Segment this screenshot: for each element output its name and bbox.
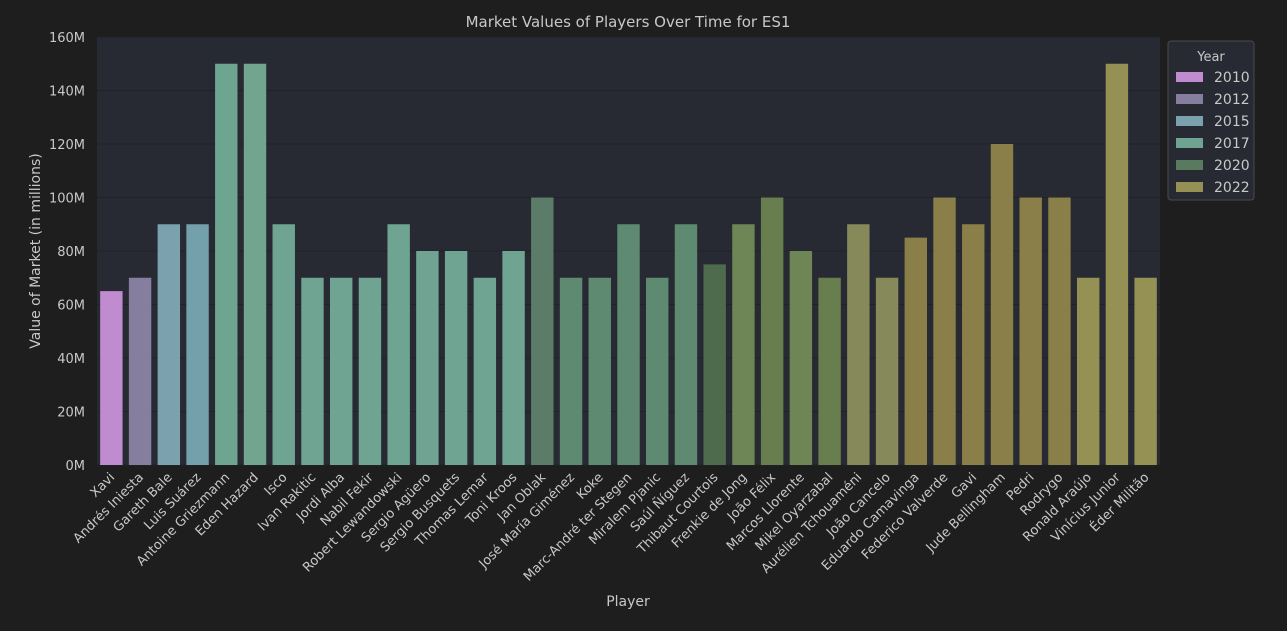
y-tick-label: 120M	[49, 138, 85, 153]
bar	[272, 224, 295, 465]
bar	[502, 251, 525, 465]
legend-label: 2015	[1214, 114, 1250, 130]
bar	[329, 277, 353, 465]
y-tick-label: 160M	[49, 31, 85, 46]
bar	[760, 197, 784, 465]
y-axis-ticks: 0M 20M 40M 60M 80M 100M 120M 140M 160M	[49, 31, 85, 474]
bar	[157, 224, 181, 465]
bar	[703, 264, 726, 465]
bar	[588, 277, 611, 465]
legend-label: 2020	[1214, 158, 1250, 174]
legend-title: Year	[1196, 50, 1225, 65]
bars-group	[100, 63, 1157, 465]
bar	[358, 277, 382, 465]
bar	[444, 251, 468, 465]
bar	[1048, 197, 1071, 465]
bar	[301, 277, 324, 465]
legend-swatch	[1176, 160, 1203, 170]
legend-swatch	[1176, 116, 1203, 126]
legend-items: 2010 2012 2015 2017 2020 2022	[1176, 70, 1250, 196]
legend-swatch	[1176, 138, 1203, 148]
bar	[387, 224, 410, 465]
y-tick-label: 40M	[57, 352, 85, 367]
bar	[1105, 63, 1129, 465]
chart-title: Market Values of Players Over Time for E…	[466, 13, 791, 31]
bar	[215, 63, 238, 465]
legend: Year 2010 2012 2015 2017 2020 2022	[1167, 40, 1255, 201]
y-axis-label: Value of Market (in millions)	[28, 153, 44, 348]
y-tick-label: 60M	[57, 299, 85, 314]
bar	[904, 237, 928, 465]
bar	[646, 277, 669, 465]
bar	[100, 291, 123, 465]
bar	[990, 144, 1014, 465]
legend-swatch	[1176, 72, 1203, 82]
bar	[933, 197, 956, 465]
bar	[1134, 277, 1157, 465]
bar	[789, 251, 813, 465]
bar	[416, 251, 439, 465]
legend-swatch	[1176, 182, 1203, 192]
y-tick-label: 0M	[66, 459, 86, 474]
bar	[531, 197, 554, 465]
legend-label: 2017	[1214, 136, 1250, 152]
bar	[473, 277, 497, 465]
bar	[847, 224, 870, 465]
y-tick-label: 140M	[49, 85, 85, 100]
y-tick-label: 80M	[57, 245, 85, 260]
bar	[875, 277, 899, 465]
bar	[962, 224, 985, 465]
bar	[1076, 277, 1100, 465]
x-axis-label: Player	[606, 594, 650, 610]
legend-label: 2010	[1214, 70, 1250, 86]
bar	[674, 224, 698, 465]
bar	[1019, 197, 1042, 465]
bar	[617, 224, 640, 465]
bar	[186, 224, 209, 465]
bar	[128, 277, 152, 465]
y-tick-label: 100M	[49, 192, 85, 207]
legend-swatch	[1176, 94, 1203, 104]
legend-label: 2022	[1214, 180, 1250, 196]
legend-label: 2012	[1214, 92, 1250, 108]
y-tick-label: 20M	[57, 406, 85, 421]
bar	[559, 277, 583, 465]
bar	[818, 277, 841, 465]
bar	[243, 63, 267, 465]
bar	[732, 224, 755, 465]
